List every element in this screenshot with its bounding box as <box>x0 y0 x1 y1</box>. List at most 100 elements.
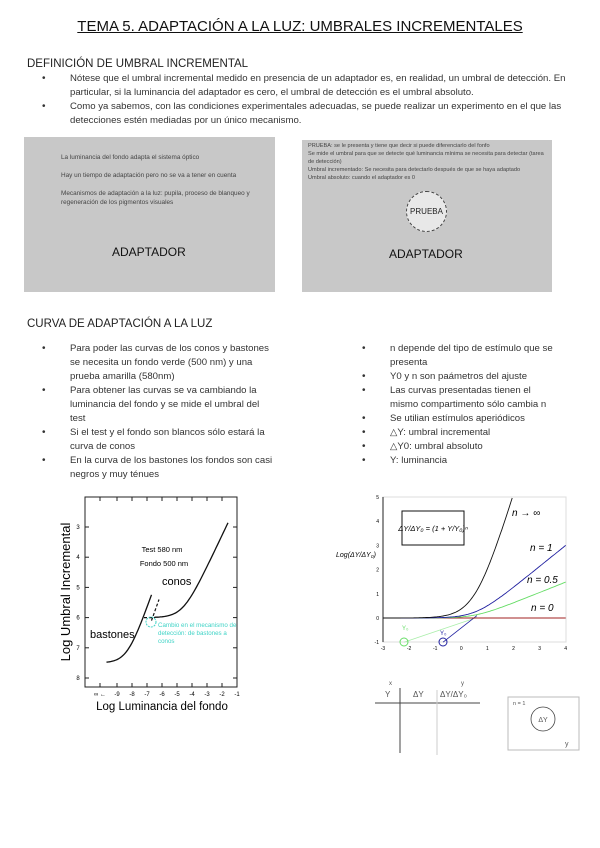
x-tick-label: -2 <box>407 646 412 652</box>
x-tick-label: 3 <box>538 646 541 652</box>
y-tick-label: 1 <box>376 592 379 598</box>
list-item: △Y0: umbral absoluto <box>362 440 560 454</box>
list-item: △Y: umbral incremental <box>362 426 560 440</box>
sketch-text: n = 1 <box>513 701 525 707</box>
list-item: n depende del tipo de estímulo que se pr… <box>362 342 560 370</box>
y-axis-label: Log(ΔY/ΔY₀) <box>336 552 376 559</box>
y-tick-label: 3 <box>376 543 379 549</box>
rods-dashed <box>150 599 160 621</box>
y0-label: Y₀ <box>402 626 409 632</box>
x-tick-label: -3 <box>204 692 210 698</box>
list-item: Para obtener las curvas se va cambiando … <box>42 384 275 426</box>
y-tick-label: 0 <box>376 616 379 622</box>
cones-curve <box>154 522 229 618</box>
adaptation-curve-chart: Log Umbral Incremental Log Luminancia de… <box>58 496 240 713</box>
box-text: Se mide el umbral para que se detecte qu… <box>308 151 544 165</box>
adaptador-box: La luminancia del fondo adapta el sistem… <box>24 137 275 292</box>
handwritten-sketch: x Y ΔY y ΔY/ΔY₀ n = 1 ΔY y <box>375 681 580 755</box>
list-item: Y0 y n son paámetros del ajuste <box>362 370 560 384</box>
y0-marker-green <box>399 637 409 647</box>
list-item: Y: luminancia <box>362 454 560 468</box>
sketch-text: y <box>565 741 569 748</box>
y-tick-label: 2 <box>376 568 379 574</box>
x-tick-label: -2 <box>219 692 225 698</box>
transition-circle <box>145 616 157 628</box>
definition-bullets: Nótese que el umbral incremental medido … <box>42 72 575 128</box>
y0-label: Y₀ <box>440 631 447 637</box>
prueba-circle: PRUEBA <box>406 191 447 232</box>
list-item: Nótese que el umbral incremental medido … <box>42 72 575 100</box>
sketch-text: ΔY <box>413 690 424 699</box>
transition-note: Cambio en el mecanismo de detección: de … <box>158 622 237 645</box>
x-tick-label: -1 <box>433 646 438 652</box>
x-tick-label: -1 <box>234 692 240 698</box>
box-text: Mecanismos de adaptación a la luz: pupil… <box>61 190 250 206</box>
x-tick-label: 2 <box>512 646 515 652</box>
box-text: PRUEBA: se le presenta y tiene que decir… <box>308 143 490 149</box>
plot-frame <box>84 496 238 688</box>
sketch-text: ΔY/ΔY₀ <box>440 690 467 699</box>
x-tick-label: -7 <box>144 692 150 698</box>
adaptador-label: ADAPTADOR <box>389 247 463 261</box>
conos-label: conos <box>162 576 192 588</box>
box-text: Umbral absoluto: cuando el adaptador es … <box>308 175 415 181</box>
sketch-text: Y <box>385 690 391 699</box>
annotation: Test 580 nm <box>142 545 183 554</box>
y-axis-label: Log Umbral Incremental <box>58 523 73 662</box>
y-tick-label: 5 <box>76 585 80 591</box>
y-tick-label: 8 <box>76 676 80 682</box>
x-tick-label: ∞ ← <box>94 692 106 698</box>
curve-bullets-left: Para poder las curvas de los conos y bas… <box>42 342 275 482</box>
y-tick-label: 6 <box>76 616 80 622</box>
list-item: Como ya sabemos, con las condiciones exp… <box>42 100 575 128</box>
y-tick-label: 4 <box>76 555 80 561</box>
prueba-box: PRUEBA: se le presenta y tiene que decir… <box>302 140 552 292</box>
curve-bullets-right: n depende del tipo de estímulo que se pr… <box>362 342 560 468</box>
annotation: Fondo 500 nm <box>140 559 188 568</box>
sketch-text: y <box>461 681 464 687</box>
series-label: n = 1 <box>530 543 553 554</box>
adaptador-label: ADAPTADOR <box>112 245 186 259</box>
series-label: n = 0.5 <box>527 575 558 586</box>
y-tick-label: 3 <box>76 525 80 531</box>
y0-marker-blue <box>438 637 448 647</box>
box-text: La luminancia del fondo adapta el sistem… <box>61 154 200 161</box>
x-tick-label: -4 <box>189 692 195 698</box>
rods-curve <box>106 594 153 663</box>
y-tick-label: -1 <box>375 640 380 646</box>
section-heading: CURVA DE ADAPTACIÓN A LA LUZ <box>27 318 213 330</box>
y-tick-label: 7 <box>76 646 80 652</box>
x-tick-label: -9 <box>114 692 120 698</box>
asymptote-blue <box>442 615 478 643</box>
formula: ΔY/ΔY₀ = (1 + Y/Y₀)ⁿ <box>397 524 468 533</box>
x-tick-label: -3 <box>381 646 386 652</box>
page-title: TEMA 5. ADAPTACIÓN A LA LUZ: UMBRALES IN… <box>77 18 523 35</box>
x-axis-label: Log Luminancia del fondo <box>96 701 228 713</box>
x-tick-label: 0 <box>460 646 463 652</box>
asymptote-green <box>403 617 478 643</box>
section-heading: DEFINICIÓN DE UMBRAL INCREMENTAL <box>27 58 249 70</box>
box-text: Umbral incrementado: Se necesita para de… <box>308 167 521 173</box>
list-item: En la curva de los bastones los fondos s… <box>42 454 275 482</box>
list-item: Si el test y el fondo son blancos sólo e… <box>42 426 275 454</box>
sketch-text: x <box>389 681 392 687</box>
formula-box <box>401 510 465 546</box>
series-label: n = 0 <box>531 603 554 614</box>
increment-threshold-model-chart: -3 -2 -1 0 1 2 3 4 -1 0 1 2 3 4 5 ΔY/ΔY₀ = (1 + Y/Y₀)ⁿ… <box>336 495 567 652</box>
sketch-text: ΔY <box>538 717 548 724</box>
x-tick-label: 4 <box>564 646 567 652</box>
x-tick-label: -5 <box>174 692 180 698</box>
series-label: n → ∞ <box>512 508 540 519</box>
y-tick-label: 5 <box>376 495 379 501</box>
list-item: Para poder las curvas de los conos y bas… <box>42 342 275 384</box>
box-text: Hay un tiempo de adaptación pero no se v… <box>61 172 237 179</box>
y-tick-label: 4 <box>376 519 379 525</box>
list-item: Se utilian estímulos aperiódicos <box>362 412 560 426</box>
x-tick-label: -6 <box>159 692 165 698</box>
x-tick-label: 1 <box>486 646 489 652</box>
list-item: Las curvas presentadas tienen el mismo c… <box>362 384 560 412</box>
series-ninf <box>383 497 513 619</box>
bastones-label: bastones <box>90 629 135 641</box>
x-tick-label: -8 <box>129 692 135 698</box>
